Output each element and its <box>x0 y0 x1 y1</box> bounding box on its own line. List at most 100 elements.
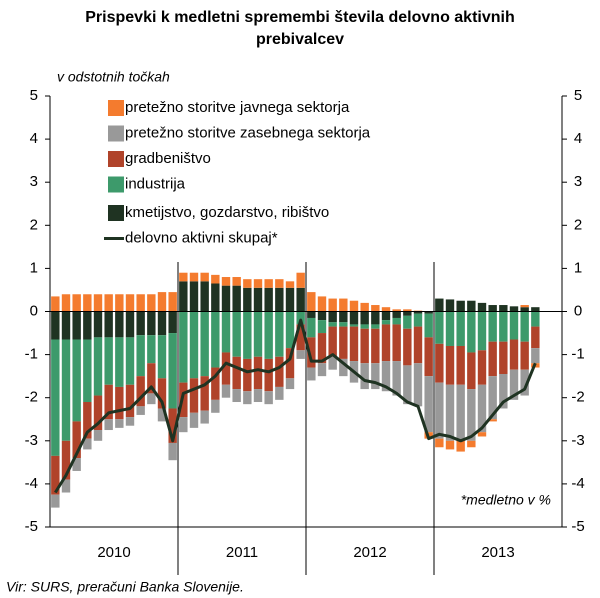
y2-tick-label: 4 <box>574 130 582 147</box>
bar <box>307 311 316 318</box>
bar <box>189 311 199 379</box>
bar <box>467 389 476 441</box>
bar <box>179 281 188 312</box>
bar <box>467 300 476 312</box>
bar <box>349 300 359 312</box>
bar <box>317 311 327 321</box>
bar <box>72 421 81 459</box>
bar <box>200 410 209 424</box>
source: Vir: SURS, preračuni Banka Slovenije. <box>6 579 244 595</box>
bar <box>157 378 167 409</box>
bar <box>392 311 401 318</box>
bar <box>232 389 241 403</box>
bar <box>339 326 348 359</box>
y-tick-label: -3 <box>25 432 38 449</box>
bar <box>72 311 81 340</box>
y-tick-label: 0 <box>30 302 38 319</box>
bar <box>221 311 231 353</box>
bar <box>456 300 465 312</box>
bar <box>317 296 327 312</box>
bar <box>371 363 380 390</box>
bar <box>104 294 113 312</box>
bar <box>509 311 519 340</box>
bar <box>253 311 263 357</box>
bar <box>211 367 220 400</box>
bar <box>477 311 487 351</box>
bar <box>136 376 145 407</box>
legend-swatch <box>108 100 124 116</box>
bar <box>360 328 369 364</box>
bar <box>147 311 156 336</box>
bar <box>200 376 209 411</box>
bar <box>403 311 412 316</box>
y-axis-label: v odstotnih točkah <box>57 69 170 85</box>
bar <box>72 339 81 422</box>
bar <box>72 294 81 312</box>
bar <box>499 311 508 342</box>
bar <box>488 341 497 377</box>
y2-tick-label: -2 <box>571 389 584 406</box>
bar <box>381 324 391 362</box>
bar <box>189 378 199 413</box>
bar <box>115 294 124 312</box>
x-group-label: 2010 <box>97 544 130 561</box>
bar <box>488 305 497 312</box>
bar <box>520 307 529 312</box>
bar <box>435 298 444 312</box>
bar <box>424 376 433 433</box>
bar <box>253 279 263 288</box>
bar <box>392 317 401 325</box>
bar <box>83 402 92 439</box>
bar <box>509 369 519 400</box>
bar <box>307 337 316 368</box>
bar <box>339 298 348 312</box>
bar <box>360 311 369 325</box>
bar <box>424 311 433 314</box>
bar <box>328 326 337 357</box>
bar <box>243 311 252 359</box>
bar <box>93 395 103 431</box>
bar <box>531 307 540 312</box>
bar <box>136 335 145 377</box>
bar <box>211 399 220 413</box>
bar <box>349 324 359 327</box>
bar <box>520 341 529 370</box>
bar <box>115 337 124 387</box>
bar <box>243 287 252 312</box>
bar <box>456 311 465 346</box>
x-group-label: 2011 <box>226 544 258 561</box>
y2-tick-label: 1 <box>574 259 582 276</box>
bar <box>467 311 476 353</box>
bar <box>51 339 60 456</box>
bar <box>93 294 103 312</box>
bar <box>371 324 380 329</box>
bar <box>189 272 199 282</box>
bar <box>285 311 295 349</box>
bar <box>200 311 209 377</box>
bar <box>243 358 252 392</box>
bar <box>168 333 177 409</box>
y-tick-label: 2 <box>30 216 38 233</box>
y-tick-label: 1 <box>30 259 38 276</box>
bar <box>125 417 135 426</box>
bar <box>51 311 60 340</box>
bar <box>445 299 455 312</box>
bar <box>243 279 252 288</box>
y-tick-label: 4 <box>30 130 38 147</box>
y2-tick-label: 3 <box>574 173 582 190</box>
bar <box>232 285 241 312</box>
bar <box>381 361 391 392</box>
bar <box>296 311 305 325</box>
annotation: *medletno v % <box>461 492 551 508</box>
chart-title: Prispevki k medletni spremembi števila d… <box>85 9 515 26</box>
bar <box>424 337 433 377</box>
bar <box>136 294 145 312</box>
bar <box>275 356 284 387</box>
bar <box>168 442 177 461</box>
bar <box>253 287 263 312</box>
bar <box>349 326 359 362</box>
bar <box>456 345 465 385</box>
bar <box>499 305 508 312</box>
bar <box>157 292 167 312</box>
